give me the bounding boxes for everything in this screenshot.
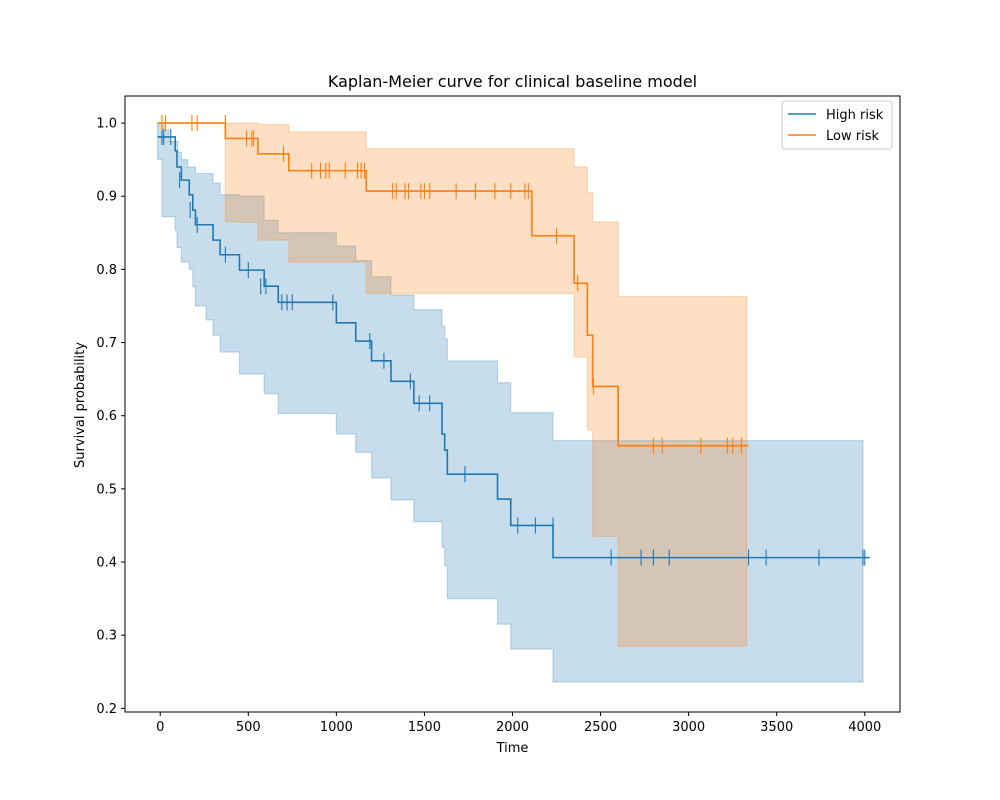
x-tick-label: 2500	[584, 720, 617, 735]
legend-label-low-risk: Low risk	[826, 129, 879, 144]
legend-box	[781, 100, 893, 150]
y-tick-label: 1.0	[96, 117, 117, 132]
y-tick-label: 0.5	[96, 482, 117, 497]
y-tick-label: 0.2	[96, 702, 117, 717]
chart-title: Kaplan-Meier curve for clinical baseline…	[328, 72, 697, 91]
y-axis-label: Survival probability	[73, 342, 88, 468]
series-line-low-risk	[157, 122, 749, 447]
ci-band-low-risk	[224, 122, 748, 647]
y-axis-ticks: 0.2 0.3 0.4 0.5 0.6 0.7 0.8 0.9 1.0	[96, 117, 125, 717]
x-tick-label: 1500	[408, 720, 441, 735]
y-tick-label: 0.7	[96, 336, 117, 351]
y-tick-label: 0.8	[96, 263, 117, 278]
series-line-high-risk	[157, 136, 871, 559]
y-tick-label: 0.9	[96, 190, 117, 205]
confidence-intervals	[156, 122, 864, 683]
x-tick-label: 2000	[496, 720, 529, 735]
legend: High risk Low risk	[781, 100, 893, 150]
y-tick-label: 0.6	[96, 409, 117, 424]
x-tick-label: 4000	[848, 720, 881, 735]
survival-lines	[157, 122, 871, 559]
x-tick-label: 1000	[320, 720, 353, 735]
x-tick-label: 500	[236, 720, 261, 735]
legend-label-high-risk: High risk	[826, 108, 884, 123]
x-tick-label: 0	[156, 720, 164, 735]
x-axis-ticks: 0 500 1000 1500 2000 2500 3000 3500 4000	[156, 712, 881, 735]
censor-marks	[161, 115, 866, 566]
x-axis-label: Time	[496, 741, 529, 756]
x-tick-label: 3500	[760, 720, 793, 735]
y-tick-label: 0.3	[96, 629, 117, 644]
y-tick-label: 0.4	[96, 556, 117, 571]
x-tick-label: 3000	[672, 720, 705, 735]
ci-band-high-risk	[156, 122, 864, 683]
